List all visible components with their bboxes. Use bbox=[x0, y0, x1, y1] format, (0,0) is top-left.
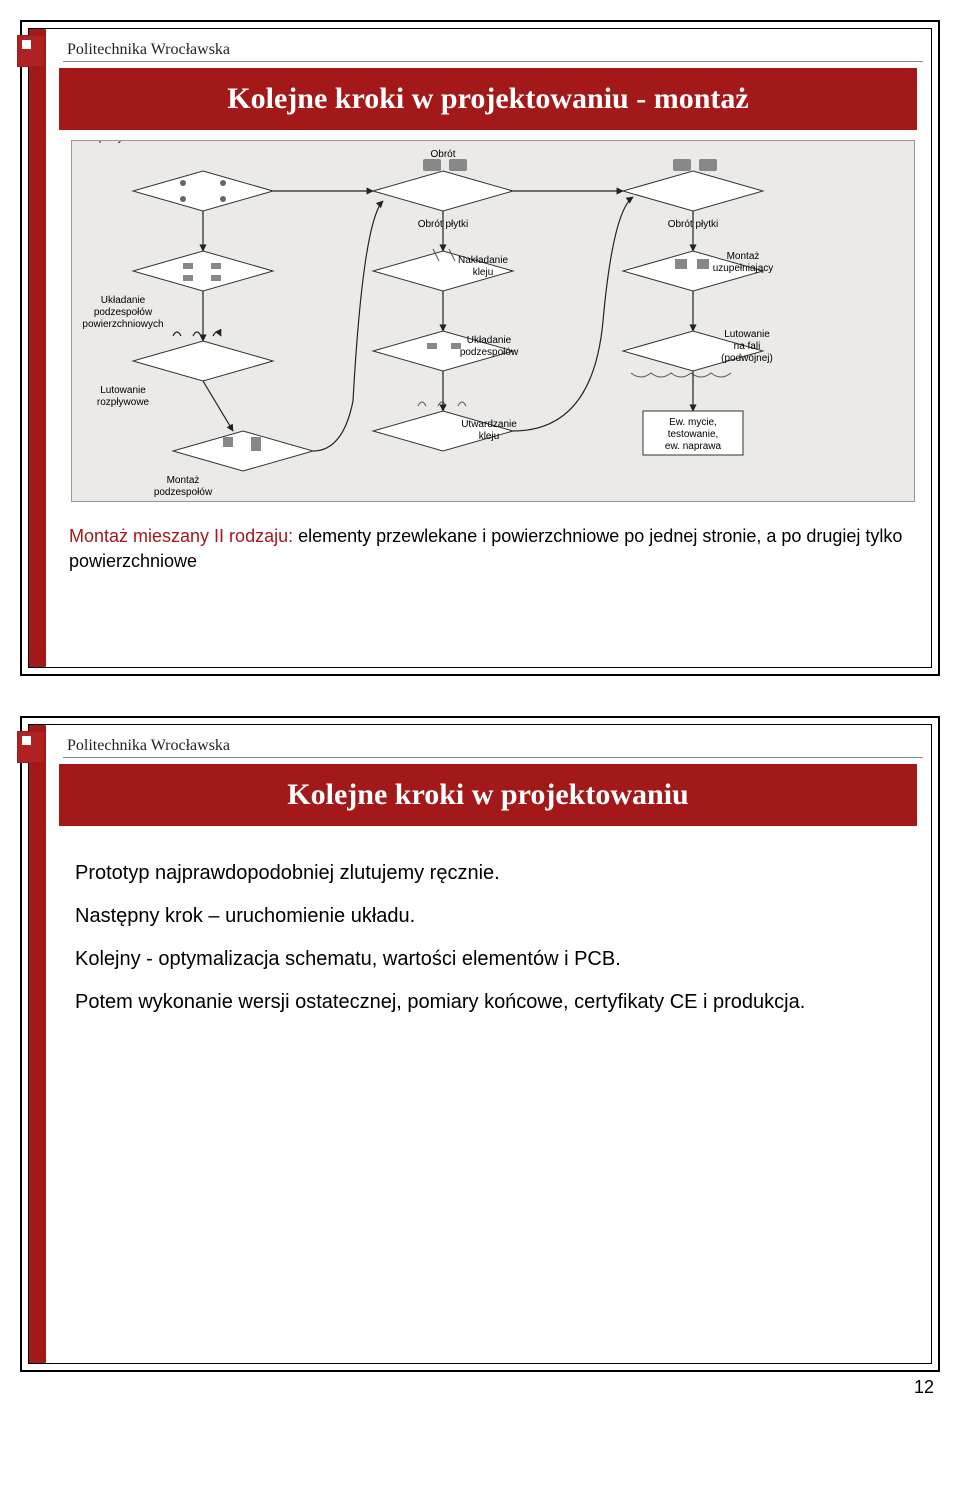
slide-1-caption: Montaż mieszany II rodzaju: elementy prz… bbox=[63, 520, 923, 584]
diagram-label: Lutowanierozpływowe bbox=[97, 385, 150, 408]
bullet: Potem wykonanie wersji ostatecznej, pomi… bbox=[75, 989, 899, 1016]
university-name: Politechnika Wrocławska bbox=[63, 37, 923, 62]
diagram-label: Ew. mycie,testowanie,ew. naprawa bbox=[665, 417, 722, 452]
bullet: Następny krok – uruchomienie układu. bbox=[75, 903, 899, 930]
slide-1-title-block: Kolejne kroki w projektowaniu - montaż bbox=[59, 68, 917, 130]
step-cure: Utwardzaniekleju bbox=[373, 402, 517, 451]
assembly-diagram-frame: Drukowanie pasty Układaniepodzespołówpow… bbox=[71, 140, 915, 502]
step-suppl: Montażuzupełniający bbox=[623, 251, 773, 291]
slide-2-title-block: Kolejne kroki w projektowaniu bbox=[59, 764, 917, 826]
step-print-paste: Drukowanie pasty bbox=[72, 141, 273, 211]
step-insert-tht: Montażpodzespołów bbox=[154, 431, 313, 498]
diagram-label: Układaniepodzespołówpowierzchniowych bbox=[82, 295, 163, 330]
slide-2-body: Prototyp najprawdopodobniej zlutujemy rę… bbox=[63, 836, 923, 1042]
page-number: 12 bbox=[914, 1377, 934, 1398]
university-logo-icon bbox=[17, 35, 45, 67]
slide-2: Politechnika Wrocławska Kolejne kroki w … bbox=[20, 716, 940, 1372]
slide-2-inner: Politechnika Wrocławska Kolejne kroki w … bbox=[28, 724, 932, 1364]
university-name: Politechnika Wrocławska bbox=[63, 733, 923, 758]
bullet: Prototyp najprawdopodobniej zlutujemy rę… bbox=[75, 860, 899, 887]
step-place-2: Układaniepodzespołów bbox=[373, 331, 519, 371]
slide-2-title: Kolejne kroki w projektowaniu bbox=[77, 776, 899, 814]
step-test: Ew. mycie,testowanie,ew. naprawa bbox=[643, 411, 743, 455]
caption-lead: Montaż mieszany II rodzaju: bbox=[69, 526, 293, 546]
step-reflow: Lutowanierozpływowe bbox=[97, 332, 273, 408]
slide-1-title: Kolejne kroki w projektowaniu - montaż bbox=[77, 80, 899, 118]
diagram-label: Drukowanie pasty bbox=[72, 141, 123, 144]
assembly-flow-diagram: Drukowanie pasty Układaniepodzespołówpow… bbox=[72, 141, 914, 501]
step-place-smd: Układaniepodzespołówpowierzchniowych bbox=[82, 251, 273, 330]
university-logo-icon bbox=[17, 731, 45, 763]
step-glue: Nakładaniekleju bbox=[373, 249, 513, 291]
diagram-label: Montażpodzespołów bbox=[154, 475, 213, 498]
bullet: Kolejny - optymalizacja schematu, wartoś… bbox=[75, 946, 899, 973]
step-wave: Lutowaniena fali(podwójnej) bbox=[623, 329, 773, 377]
slide-1: Politechnika Wrocławska Kolejne kroki w … bbox=[20, 20, 940, 676]
slide-1-inner: Politechnika Wrocławska Kolejne kroki w … bbox=[28, 28, 932, 668]
diagram-label: Montażuzupełniający bbox=[713, 251, 774, 274]
diagram-label: Układaniepodzespołów bbox=[460, 335, 519, 358]
diagram-label: Obrót bbox=[430, 149, 455, 160]
